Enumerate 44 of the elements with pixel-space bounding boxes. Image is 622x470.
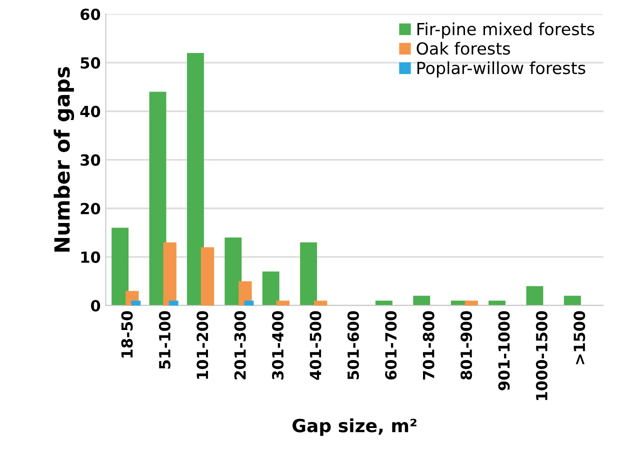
bar (262, 272, 280, 306)
bar (149, 92, 166, 306)
bar (224, 238, 242, 306)
y-axis-title: Number of gaps (54, 67, 74, 252)
bar (464, 300, 478, 306)
y-tick-label: 10 (81, 251, 100, 263)
legend-label: Oak forests (416, 42, 510, 55)
x-tick-label: >1500 (574, 311, 586, 364)
bar (564, 296, 581, 306)
y-tick-label: 30 (80, 154, 100, 166)
x-tick-label: 401-500 (310, 311, 322, 380)
bar (375, 300, 392, 306)
y-tick-label: 50 (80, 57, 100, 69)
x-tick-label: 801-900 (460, 311, 472, 380)
x-tick-label: 701-800 (422, 311, 434, 380)
bar (186, 52, 204, 306)
bar (168, 300, 178, 306)
bar (526, 286, 544, 306)
bar (488, 300, 506, 306)
y-tick-label: 20 (80, 202, 100, 214)
y-tick-label: 40 (80, 106, 100, 118)
bar (314, 300, 328, 306)
bar (276, 300, 290, 306)
x-tick-label: 201-300 (234, 311, 246, 380)
x-tick-label: 51-100 (158, 311, 170, 369)
x-tick-label: 18-50 (121, 311, 133, 358)
bar (244, 300, 254, 306)
bar (300, 242, 318, 306)
y-tick-label: 60 (80, 8, 100, 20)
bar (131, 300, 141, 306)
bar (163, 242, 176, 306)
x-tick-label: 1000-1500 (536, 311, 548, 400)
x-tick-label: 301-400 (272, 311, 284, 380)
x-tick-label: 601-700 (385, 311, 397, 380)
x-axis-title: Gap size, m² (292, 418, 416, 436)
y-tick-label: 0 (90, 300, 100, 312)
legend-label: Poplar-willow forests (417, 61, 586, 78)
bar (413, 296, 430, 306)
x-tick-label: 501-600 (347, 311, 359, 380)
bar (200, 247, 214, 306)
x-tick-label: 901-1000 (498, 311, 510, 390)
legend-label: Fir-pine mixed forests (417, 22, 594, 39)
x-tick-label: 101-200 (196, 311, 208, 379)
bar (112, 228, 129, 306)
